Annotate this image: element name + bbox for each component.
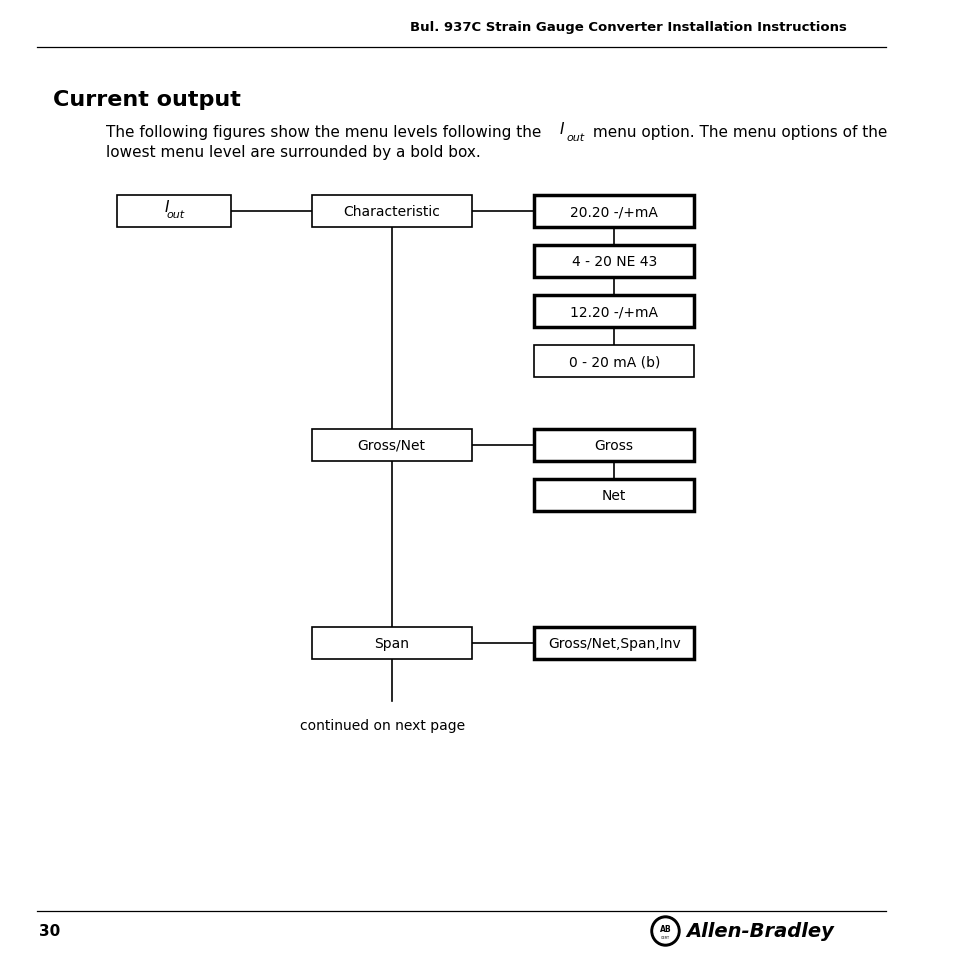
Text: CERT: CERT [660,935,669,939]
Circle shape [653,919,677,943]
Bar [534,479,693,512]
Bar [312,195,471,228]
Text: Span: Span [374,637,409,650]
Text: AB: AB [659,924,671,934]
Text: Gross/Net,Span,Inv: Gross/Net,Span,Inv [547,637,679,650]
Text: Gross/Net: Gross/Net [357,438,425,453]
Bar [312,430,471,461]
Text: I: I [165,200,170,215]
Text: 4 - 20 NE 43: 4 - 20 NE 43 [571,254,657,269]
Text: 12.20 -/+mA: 12.20 -/+mA [570,305,658,318]
Text: out: out [566,132,584,143]
Bar [534,430,693,461]
Text: Bul. 937C Strain Gauge Converter Installation Instructions: Bul. 937C Strain Gauge Converter Install… [410,22,846,34]
Bar [534,195,693,228]
Text: 30: 30 [39,923,60,939]
Bar [534,295,693,328]
Text: continued on next page: continued on next page [299,719,464,732]
Text: out: out [166,210,184,220]
Text: Current output: Current output [53,90,241,110]
Bar [117,195,231,228]
Text: 0 - 20 mA (b): 0 - 20 mA (b) [568,355,659,369]
Circle shape [650,916,679,946]
Text: Allen-Bradley: Allen-Bradley [686,922,834,941]
Text: Net: Net [601,489,626,502]
Text: Characteristic: Characteristic [343,205,439,219]
Text: menu option. The menu options of the: menu option. The menu options of the [587,125,886,140]
Text: Gross: Gross [594,438,633,453]
Bar [534,246,693,277]
Text: The following figures show the menu levels following the: The following figures show the menu leve… [107,125,546,140]
Bar [534,627,693,659]
Bar [312,627,471,659]
Text: lowest menu level are surrounded by a bold box.: lowest menu level are surrounded by a bo… [107,145,480,160]
Text: I: I [559,122,564,137]
Text: 20.20 -/+mA: 20.20 -/+mA [570,205,658,219]
Bar [534,346,693,377]
